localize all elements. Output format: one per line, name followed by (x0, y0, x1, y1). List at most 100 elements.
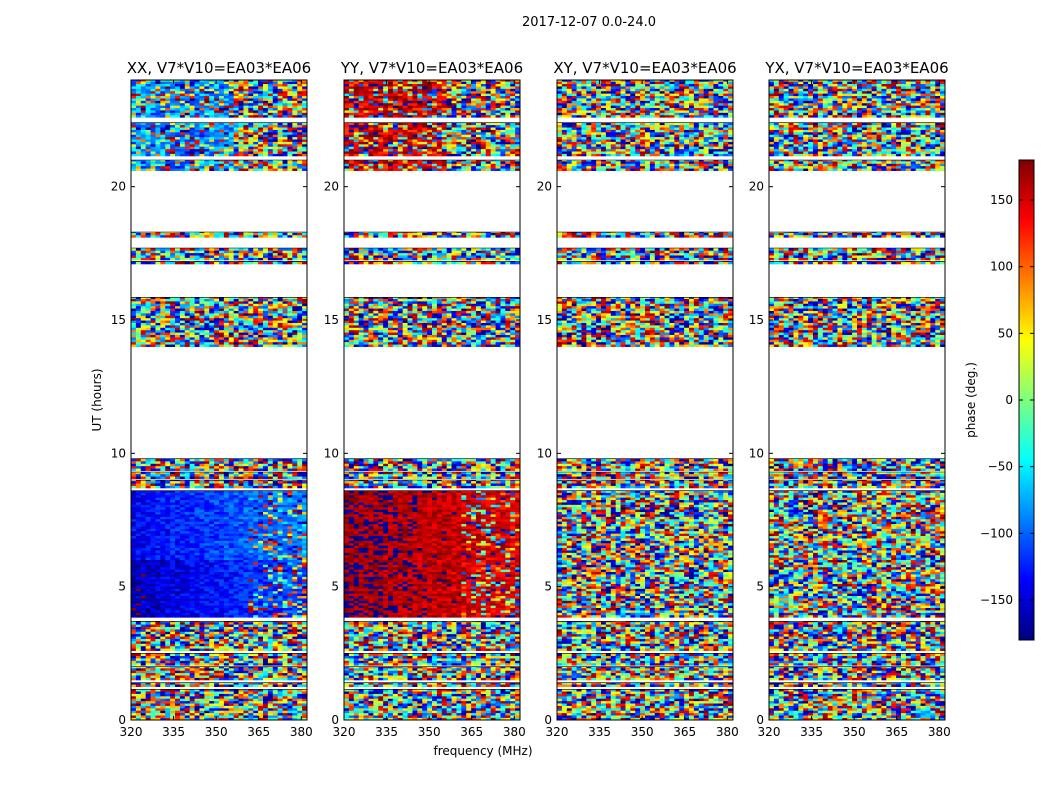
heatmap-cell (151, 613, 156, 616)
heatmap-cell (131, 661, 136, 664)
heatmap-cell (204, 696, 209, 699)
heatmap-cell (146, 601, 151, 604)
heatmap-cell (253, 675, 258, 678)
heatmap-cell (229, 639, 234, 642)
heatmap-cell (229, 603, 234, 606)
heatmap-cell (204, 627, 209, 630)
heatmap-cell (141, 689, 146, 691)
heatmap-cell (224, 663, 229, 666)
heatmap-cell (214, 653, 219, 656)
heatmap-cell (268, 668, 273, 671)
heatmap-cell (273, 605, 278, 608)
heatmap-cell (263, 661, 268, 664)
heatmap-cell (141, 678, 146, 681)
heatmap-cell (204, 603, 209, 606)
heatmap-cell (131, 710, 136, 713)
heatmap-cell (209, 639, 214, 642)
heatmap-cell (292, 634, 297, 637)
heatmap-cell (185, 643, 190, 646)
heatmap-cell (195, 670, 200, 673)
heatmap-cell (219, 684, 224, 687)
heatmap-cell (263, 678, 268, 681)
heatmap-cell (209, 668, 214, 671)
heatmap-cell (199, 708, 204, 711)
heatmap-cell (263, 613, 268, 616)
heatmap-cell (248, 624, 253, 627)
heatmap-cell (292, 673, 297, 676)
heatmap-cell (180, 603, 185, 606)
heatmap-cell (209, 698, 214, 701)
heatmap-cell (273, 668, 278, 671)
heatmap-cell (268, 656, 273, 659)
heatmap-cell (141, 684, 146, 687)
heatmap-cell (229, 670, 234, 673)
heatmap-cell (219, 658, 224, 661)
heatmap-cell (248, 610, 253, 613)
heatmap-cell (175, 658, 180, 661)
heatmap-cell (224, 613, 229, 616)
heatmap-cell (253, 698, 258, 701)
heatmap-cell (141, 673, 146, 676)
heatmap-cell (243, 701, 248, 704)
heatmap-cell (283, 715, 288, 718)
heatmap-cell (292, 646, 297, 649)
heatmap-cell (258, 646, 263, 649)
heatmap-cell (268, 646, 273, 649)
heatmap-cell (297, 701, 302, 704)
heatmap-cell (146, 696, 151, 699)
heatmap-cell (292, 629, 297, 632)
heatmap-cell (287, 673, 292, 676)
heatmap-cell (146, 668, 151, 671)
heatmap-cell (292, 610, 297, 613)
heatmap-cell (170, 629, 175, 632)
heatmap-cell (199, 646, 204, 649)
heatmap-cell (287, 668, 292, 671)
heatmap-cell (234, 624, 239, 627)
heatmap-cell (214, 656, 219, 659)
heatmap-cell (190, 701, 195, 704)
heatmap-cell (229, 668, 234, 671)
heatmap-cell (292, 696, 297, 699)
heatmap-cell (190, 627, 195, 630)
heatmap-cell (155, 608, 160, 611)
heatmap-cell (287, 675, 292, 678)
heatmap-cell (199, 696, 204, 699)
heatmap-cell (243, 694, 248, 697)
heatmap-cell (180, 701, 185, 704)
heatmap-cell (180, 684, 185, 687)
heatmap-cell (146, 624, 151, 627)
heatmap-cell (268, 715, 273, 718)
heatmap-cell (131, 673, 136, 676)
heatmap-cell (165, 639, 170, 642)
heatmap-cell (195, 668, 200, 671)
heatmap-cell (199, 613, 204, 616)
heatmap-cell (239, 710, 244, 713)
heatmap-cell (165, 691, 170, 694)
heatmap-cell (283, 631, 288, 634)
heatmap-cell (234, 603, 239, 606)
heatmap-cell (224, 610, 229, 613)
heatmap-cell (190, 605, 195, 608)
heatmap-cell (136, 605, 141, 608)
heatmap-cell (297, 634, 302, 637)
heatmap-cell (278, 608, 283, 611)
heatmap-cell (258, 634, 263, 637)
heatmap-cell (258, 648, 263, 651)
heatmap-cell (253, 636, 258, 639)
heatmap-cell (234, 691, 239, 694)
heatmap-cell (287, 636, 292, 639)
heatmap-cell (278, 694, 283, 697)
heatmap-cell (160, 663, 165, 666)
heatmap-cell (224, 713, 229, 716)
heatmap-cell (243, 610, 248, 613)
heatmap-cell (136, 622, 141, 625)
heatmap-cell (165, 613, 170, 616)
heatmap-cell (297, 670, 302, 673)
heatmap-cell (278, 631, 283, 634)
heatmap-cell (209, 648, 214, 651)
heatmap-cell (131, 615, 136, 618)
heatmap-cell (165, 629, 170, 632)
heatmap-cell (214, 701, 219, 704)
heatmap-cell (224, 661, 229, 664)
heatmap-cell (165, 708, 170, 711)
